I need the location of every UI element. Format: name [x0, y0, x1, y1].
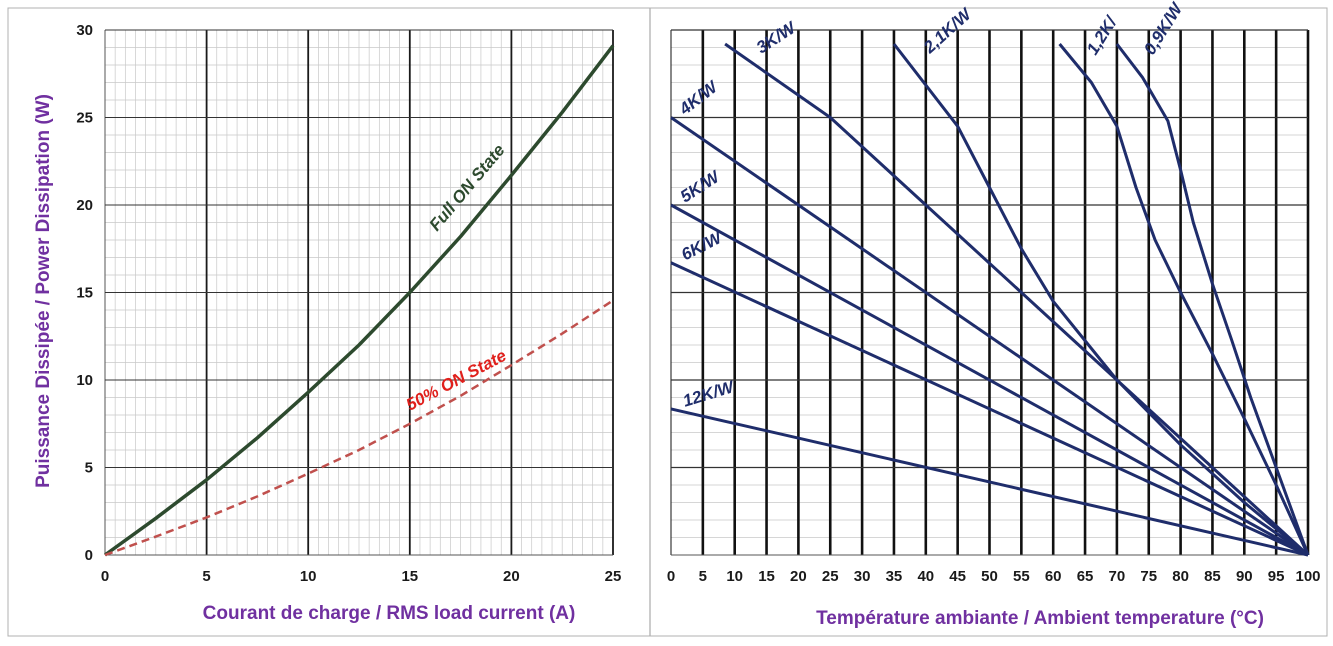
- right-x-tick-label: 100: [1295, 568, 1320, 585]
- thermal-curve-4k-w: [670, 116, 1309, 557]
- right-x-tick-labels: 0 5 10 15 20 25 30 35 40 45 50 55 60 65 70 75 80 85 90 95 10…: [667, 568, 1321, 585]
- right-chart-thermal-resistance: 0 5 10 15 20 25 30 35 40 45 50 55 60 65 70 75 80 85 90 95 10…: [667, 0, 1321, 629]
- left-series: [103, 44, 615, 557]
- left-y-tick-label: 30: [76, 22, 93, 39]
- right-x-tick-label: 60: [1045, 568, 1062, 585]
- left-x-tick-label: 25: [605, 568, 622, 585]
- right-x-tick-label: 35: [886, 568, 903, 585]
- right-x-tick-label: 70: [1109, 568, 1126, 585]
- left-x-tick-labels: 0 5 10 15 20 25: [101, 568, 622, 585]
- left-x-tick-label: 20: [503, 568, 520, 585]
- half-on-state-curve: [104, 299, 614, 557]
- thermal-curve-3k-w: [724, 42, 1310, 557]
- right-grid: [670, 29, 1310, 556]
- right-x-tick-label: 25: [822, 568, 839, 585]
- left-x-tick-label: 5: [202, 568, 210, 585]
- right-x-tick-label: 50: [981, 568, 998, 585]
- thermal-curve-5k-w: [670, 203, 1309, 557]
- right-x-tick-label: 95: [1268, 568, 1285, 585]
- right-x-axis-title: Température ambiante / Ambient temperatu…: [816, 608, 1264, 629]
- right-x-tick-label: 75: [1140, 568, 1157, 585]
- right-x-tick-label: 15: [758, 568, 775, 585]
- left-y-tick-label: 25: [76, 110, 93, 127]
- right-x-tick-label: 30: [854, 568, 871, 585]
- left-x-tick-label: 0: [101, 568, 109, 585]
- left-y-tick-label: 5: [85, 460, 93, 477]
- left-y-axis-title: Puissance Dissipée / Power Dissipation (…: [33, 94, 54, 488]
- right-x-tick-label: 65: [1077, 568, 1094, 585]
- right-x-tick-label: 80: [1172, 568, 1189, 585]
- right-x-tick-label: 55: [1013, 568, 1030, 585]
- right-x-tick-label: 0: [667, 568, 675, 585]
- left-grid: [104, 29, 614, 556]
- thermal-curve-2-1k-w: [892, 43, 1309, 557]
- right-x-tick-label: 10: [726, 568, 743, 585]
- left-y-tick-label: 10: [76, 372, 93, 389]
- left-y-tick-label: 15: [76, 285, 93, 302]
- left-x-tick-label: 15: [401, 568, 418, 585]
- left-y-tick-label: 20: [76, 197, 93, 214]
- thermal-curve-0-9k-w: [1115, 43, 1310, 556]
- figure-border: [7, 7, 1328, 637]
- left-y-tick-label: 0: [85, 547, 93, 564]
- right-series: [670, 42, 1310, 557]
- full-on-state-curve: [103, 44, 615, 557]
- left-x-tick-label: 10: [300, 568, 317, 585]
- right-x-tick-label: 85: [1204, 568, 1221, 585]
- left-y-tick-labels: 0 5 10 15 20 25 30: [76, 22, 93, 564]
- thermal-curve-6k-w: [670, 261, 1309, 557]
- right-x-tick-label: 90: [1236, 568, 1253, 585]
- thermal-curve-12k-w: [670, 407, 1309, 557]
- thermal-curve-1-2k: [1058, 43, 1310, 556]
- right-x-tick-label: 45: [949, 568, 966, 585]
- left-x-axis-title: Courant de charge / RMS load current (A): [203, 603, 576, 624]
- right-x-tick-label: 40: [917, 568, 934, 585]
- right-x-tick-label: 5: [699, 568, 707, 585]
- right-x-tick-label: 20: [790, 568, 807, 585]
